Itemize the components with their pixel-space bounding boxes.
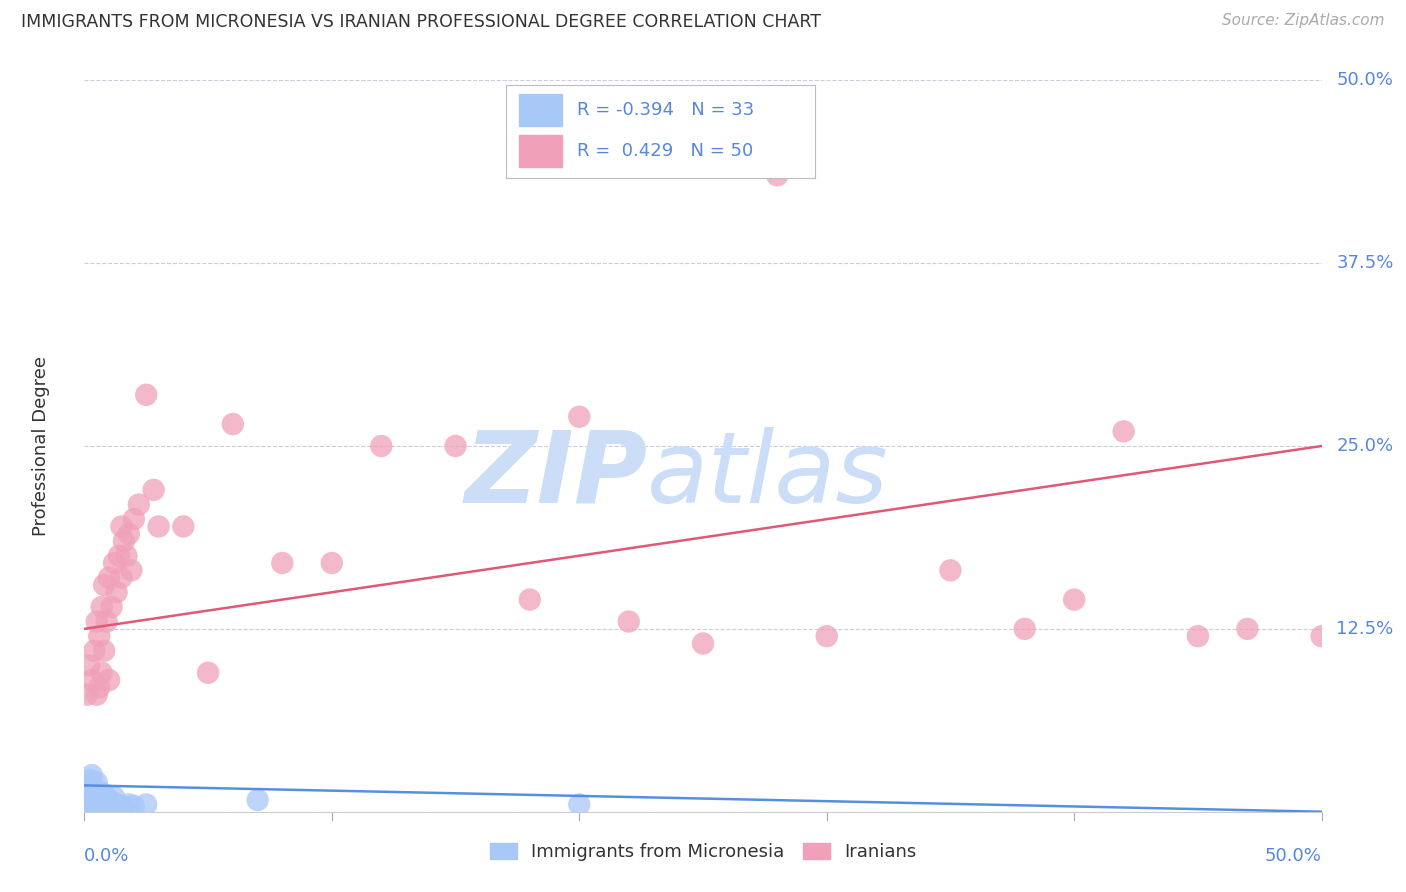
Point — [142, 483, 165, 497]
Point — [370, 439, 392, 453]
Text: R = -0.394   N = 33: R = -0.394 N = 33 — [578, 101, 755, 119]
Text: 25.0%: 25.0% — [1337, 437, 1393, 455]
Point — [321, 556, 343, 570]
Text: Professional Degree: Professional Degree — [32, 356, 51, 536]
Point — [172, 519, 194, 533]
Point — [197, 665, 219, 680]
Point — [148, 519, 170, 533]
Point — [105, 585, 128, 599]
Point — [939, 563, 962, 577]
Point — [1236, 622, 1258, 636]
Point — [83, 796, 105, 810]
Point — [98, 673, 121, 687]
Point — [110, 571, 132, 585]
Point — [93, 644, 115, 658]
Point — [93, 578, 115, 592]
Point — [110, 519, 132, 533]
Bar — [519, 136, 562, 167]
Point — [103, 790, 125, 805]
Point — [89, 797, 111, 812]
Point — [90, 599, 112, 614]
Text: ZIP: ZIP — [464, 426, 647, 524]
Point — [271, 556, 294, 570]
Point — [105, 797, 128, 812]
Point — [118, 526, 141, 541]
Point — [1310, 629, 1333, 643]
Point — [568, 409, 591, 424]
Point — [118, 797, 141, 812]
Point — [128, 498, 150, 512]
Point — [93, 797, 115, 812]
Point — [86, 688, 108, 702]
Point — [103, 556, 125, 570]
Legend: Immigrants from Micronesia, Iranians: Immigrants from Micronesia, Iranians — [482, 836, 924, 869]
Text: 37.5%: 37.5% — [1337, 254, 1393, 272]
Point — [815, 629, 838, 643]
Point — [76, 797, 98, 812]
Point — [108, 800, 131, 814]
Point — [1112, 425, 1135, 439]
Point — [86, 615, 108, 629]
Point — [86, 775, 108, 789]
Point — [90, 665, 112, 680]
Point — [108, 549, 131, 563]
Text: 0.0%: 0.0% — [84, 847, 129, 865]
Point — [80, 798, 103, 813]
Point — [100, 599, 122, 614]
Text: Source: ZipAtlas.com: Source: ZipAtlas.com — [1222, 13, 1385, 29]
Point — [1014, 622, 1036, 636]
Bar — [519, 95, 562, 126]
Text: 12.5%: 12.5% — [1337, 620, 1393, 638]
Point — [112, 534, 135, 549]
Point — [86, 800, 108, 814]
Point — [89, 629, 111, 643]
Point — [80, 787, 103, 801]
Point — [135, 797, 157, 812]
Point — [98, 793, 121, 807]
Point — [80, 768, 103, 782]
Point — [83, 644, 105, 658]
Point — [89, 681, 111, 695]
Point — [692, 636, 714, 650]
Point — [122, 512, 145, 526]
Point — [89, 784, 111, 798]
Point — [1063, 592, 1085, 607]
Text: 50.0%: 50.0% — [1337, 71, 1393, 89]
Point — [79, 772, 101, 787]
Point — [519, 592, 541, 607]
Point — [90, 800, 112, 814]
Point — [86, 791, 108, 805]
Point — [246, 793, 269, 807]
Text: 50.0%: 50.0% — [1265, 847, 1322, 865]
Point — [115, 549, 138, 563]
Point — [76, 778, 98, 792]
Point — [444, 439, 467, 453]
Point — [79, 793, 101, 807]
Point — [110, 798, 132, 813]
Point — [93, 787, 115, 801]
Point — [98, 571, 121, 585]
Point — [98, 800, 121, 814]
Point — [766, 169, 789, 183]
Point — [122, 798, 145, 813]
Point — [103, 798, 125, 813]
Point — [79, 658, 101, 673]
Point — [120, 563, 142, 577]
Point — [617, 615, 640, 629]
Point — [112, 800, 135, 814]
Point — [135, 388, 157, 402]
Point — [80, 673, 103, 687]
Text: IMMIGRANTS FROM MICRONESIA VS IRANIAN PROFESSIONAL DEGREE CORRELATION CHART: IMMIGRANTS FROM MICRONESIA VS IRANIAN PR… — [21, 13, 821, 31]
Point — [96, 798, 118, 813]
Point — [83, 782, 105, 797]
Point — [90, 790, 112, 805]
Point — [568, 797, 591, 812]
Point — [1187, 629, 1209, 643]
Point — [100, 797, 122, 812]
Text: R =  0.429   N = 50: R = 0.429 N = 50 — [578, 142, 754, 161]
Point — [222, 417, 245, 431]
Text: atlas: atlas — [647, 426, 889, 524]
Point — [96, 615, 118, 629]
Point — [76, 688, 98, 702]
